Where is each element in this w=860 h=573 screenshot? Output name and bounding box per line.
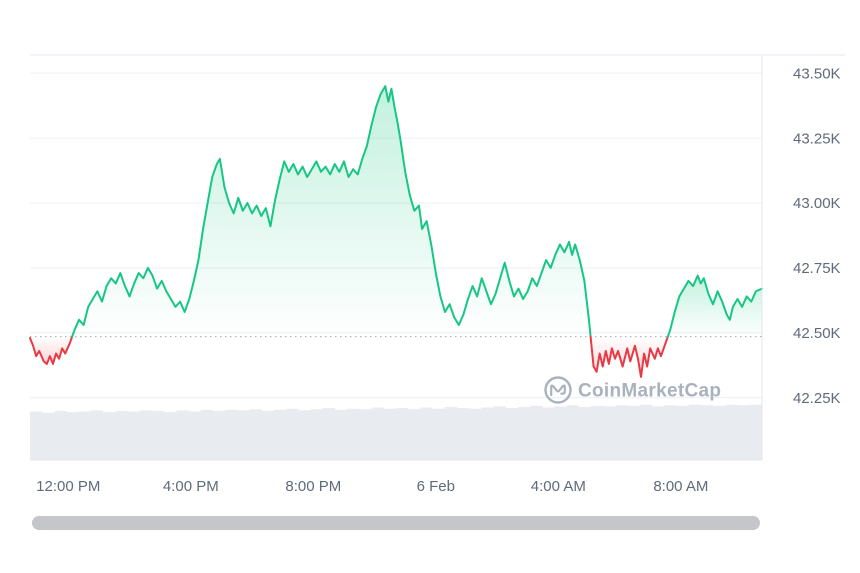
x-axis-label: 8:00 PM [285, 478, 341, 495]
y-axis-label: 43.25K [793, 130, 841, 147]
x-axis-labels: 12:00 PM 4:00 PM 8:00 PM 6 Feb 4:00 AM 8:00 A… [36, 478, 708, 495]
coinmarketcap-logo-icon [544, 376, 572, 404]
x-axis-label: 4:00 AM [531, 478, 586, 495]
price-chart[interactable]: 43.50K 43.25K 43.00K 42.75K 42.50K 42.25K 12:0… [0, 0, 860, 505]
x-axis-label: 6 Feb [417, 478, 455, 495]
volume-area [30, 404, 762, 460]
price-line-down-segment [589, 335, 669, 378]
price-line-up-segment [666, 274, 763, 338]
watermark-text: CoinMarketCap [578, 381, 721, 402]
x-axis-label: 12:00 PM [36, 478, 100, 495]
x-axis-label: 4:00 PM [163, 478, 219, 495]
chart-horizontal-scrollbar[interactable] [32, 516, 760, 530]
price-area-fill [72, 86, 591, 337]
y-axis-label: 43.00K [793, 195, 841, 212]
y-axis-label: 43.50K [793, 65, 841, 82]
y-axis-label: 42.50K [793, 325, 841, 342]
price-line-down-segment [29, 335, 74, 365]
y-axis-labels: 43.50K 43.25K 43.00K 42.75K 42.50K 42.25K [793, 65, 841, 407]
coinmarketcap-logo-m [550, 384, 566, 397]
price-area-fill [30, 336, 73, 364]
y-axis-label: 42.75K [793, 260, 841, 277]
price-area-fill [667, 275, 762, 337]
price-line-up-segment [71, 85, 592, 338]
coinmarketcap-watermark: CoinMarketCap [544, 376, 721, 404]
price-area-fill [590, 336, 668, 377]
y-axis-label: 42.25K [793, 390, 841, 407]
x-axis-label: 8:00 AM [653, 478, 708, 495]
